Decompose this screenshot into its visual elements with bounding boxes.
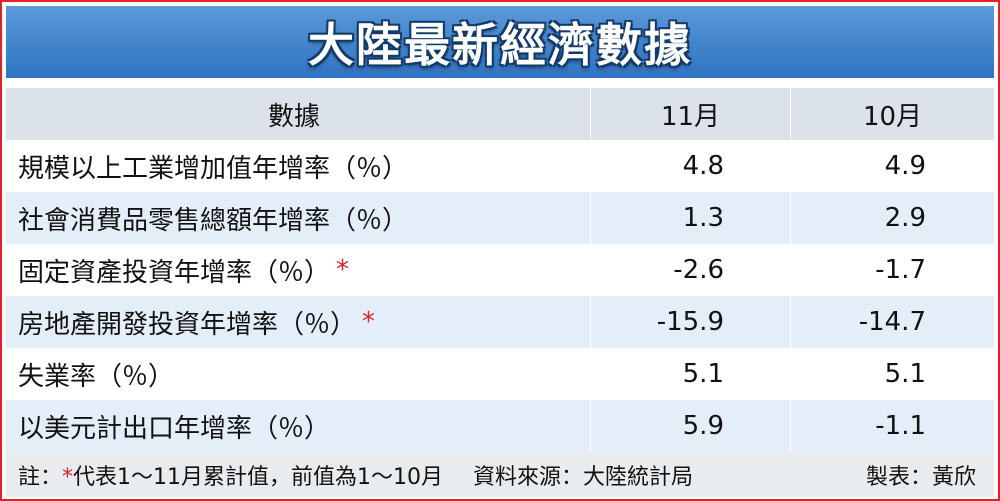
table: 數據 11月 10月 規模以上工業增加值年增率（％） 4.8 4.9 社會消費品零售總…: [6, 88, 994, 452]
table-row: 房地產開發投資年增率（％） * -15.9 -14.7: [6, 296, 994, 348]
value-cell: -1.7: [790, 244, 994, 296]
label-cell: 失業率（％）: [6, 348, 590, 400]
maker: 製表：黃欣: [865, 464, 976, 490]
label-cell: 以美元計出口年增率（％）: [6, 400, 590, 452]
note-prefix: 註：: [18, 464, 63, 490]
value-cell: -2.6: [590, 244, 790, 296]
header-row: 數據 11月 10月: [6, 88, 994, 140]
value-cell: 5.9: [590, 400, 790, 452]
value-cell: 4.8: [590, 140, 790, 192]
value-cell: 2.9: [790, 192, 994, 244]
row-label: 社會消費品零售總額年增率（％）: [18, 205, 409, 236]
table-row: 規模以上工業增加值年增率（％） 4.8 4.9: [6, 140, 994, 192]
source: 資料來源：大陸統計局: [473, 464, 694, 490]
table-row: 固定資產投資年增率（％） * -2.6 -1.7: [6, 244, 994, 296]
value-cell: 5.1: [790, 348, 994, 400]
note-text: 代表1～11月累計值，前值為1～10月: [73, 464, 443, 490]
header-cell: 10月: [790, 88, 994, 140]
label-cell: 固定資產投資年增率（％） *: [6, 244, 590, 296]
value-cell: 4.9: [790, 140, 994, 192]
note-mark: *: [62, 464, 74, 490]
row-label: 規模以上工業增加值年增率（％）: [18, 153, 409, 184]
row-label: 固定資產投資年增率（％）: [18, 257, 331, 288]
header-cell: 11月: [590, 88, 790, 140]
title: 大陸最新經濟數據: [308, 18, 692, 72]
row-mark: *: [362, 307, 376, 337]
label-cell: 社會消費品零售總額年增率（％）: [6, 192, 590, 244]
row-label: 房地產開發投資年增率（％）: [18, 309, 357, 340]
value-cell: -14.7: [790, 296, 994, 348]
footer: 註：*代表1～11月累計值，前值為1～10月 資料來源：大陸統計局 製表：黃欣: [6, 452, 994, 497]
value-cell: 1.3: [590, 192, 790, 244]
table-row: 以美元計出口年增率（％） 5.9 -1.1: [6, 400, 994, 452]
title-band: 大陸最新經濟數據: [6, 6, 994, 78]
table-row: 失業率（％） 5.1 5.1: [6, 348, 994, 400]
table-row: 社會消費品零售總額年增率（％） 1.3 2.9: [6, 192, 994, 244]
value-cell: -15.9: [590, 296, 790, 348]
label-cell: 規模以上工業增加值年增率（％）: [6, 140, 590, 192]
header-cell: 數據: [268, 101, 321, 132]
label-cell: 房地產開發投資年增率（％） *: [6, 296, 590, 348]
row-mark: *: [336, 255, 350, 285]
row-label: 失業率（％）: [18, 361, 175, 392]
row-label: 以美元計出口年增率（％）: [18, 413, 331, 444]
value-cell: 5.1: [590, 348, 790, 400]
note: 註：*代表1～11月累計值，前值為1～10月: [18, 459, 443, 491]
value-cell: -1.1: [790, 400, 994, 452]
